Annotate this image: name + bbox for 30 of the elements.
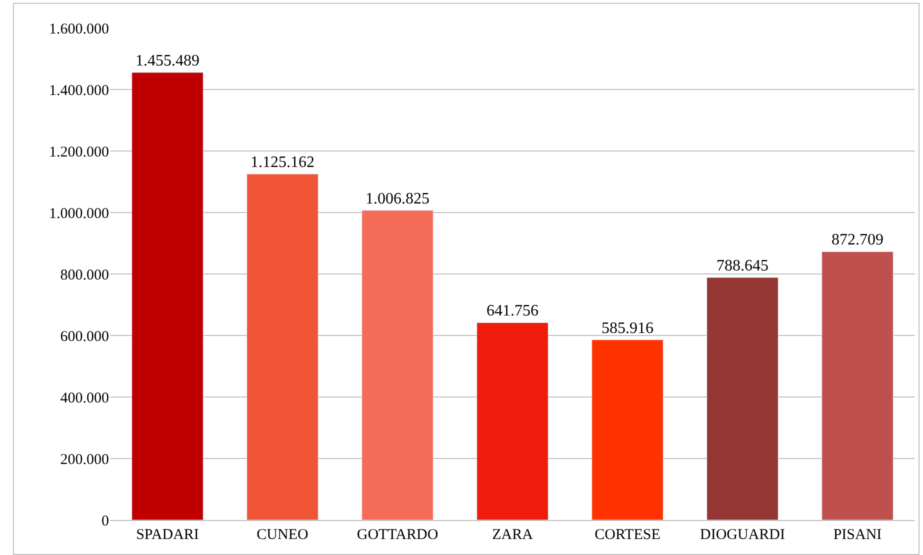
bar [476,322,548,520]
x-tick-label: DIOGUARDI [700,527,785,543]
bar [132,72,204,520]
x-tick-label: CUNEO [256,527,308,543]
data-label: 1.455.489 [136,52,200,70]
y-tick-label: 1.400.000 [49,82,109,99]
data-label: 788.645 [716,257,768,274]
y-tick-label: 1.200.000 [49,144,109,160]
x-tick-label: PISANI [833,527,882,543]
bar [246,174,318,520]
y-tick-label: 800.000 [60,267,109,284]
data-label: 872.709 [832,232,884,249]
bar [822,251,894,520]
y-tick-label: 200.000 [60,452,109,468]
x-tick-label: SPADARI [136,527,199,543]
data-label: 585.916 [602,320,654,337]
x-tick-label: ZARA [492,527,534,543]
data-label: 1.125.162 [250,154,314,172]
y-tick-label: 600.000 [60,328,109,345]
x-tick-label: GOTTARDO [356,527,438,543]
y-tick-label: 0 [102,513,109,530]
data-label: 641.756 [486,302,538,320]
y-tick-label: 1.000.000 [49,206,109,222]
data-label: 1.006.825 [366,190,430,208]
x-tick-label: CORTESE [594,527,660,543]
y-tick-label: 400.000 [60,390,109,406]
bar [706,277,778,520]
y-tick-label: 1.600.000 [49,21,109,38]
bar [362,210,434,520]
bar [592,340,664,520]
